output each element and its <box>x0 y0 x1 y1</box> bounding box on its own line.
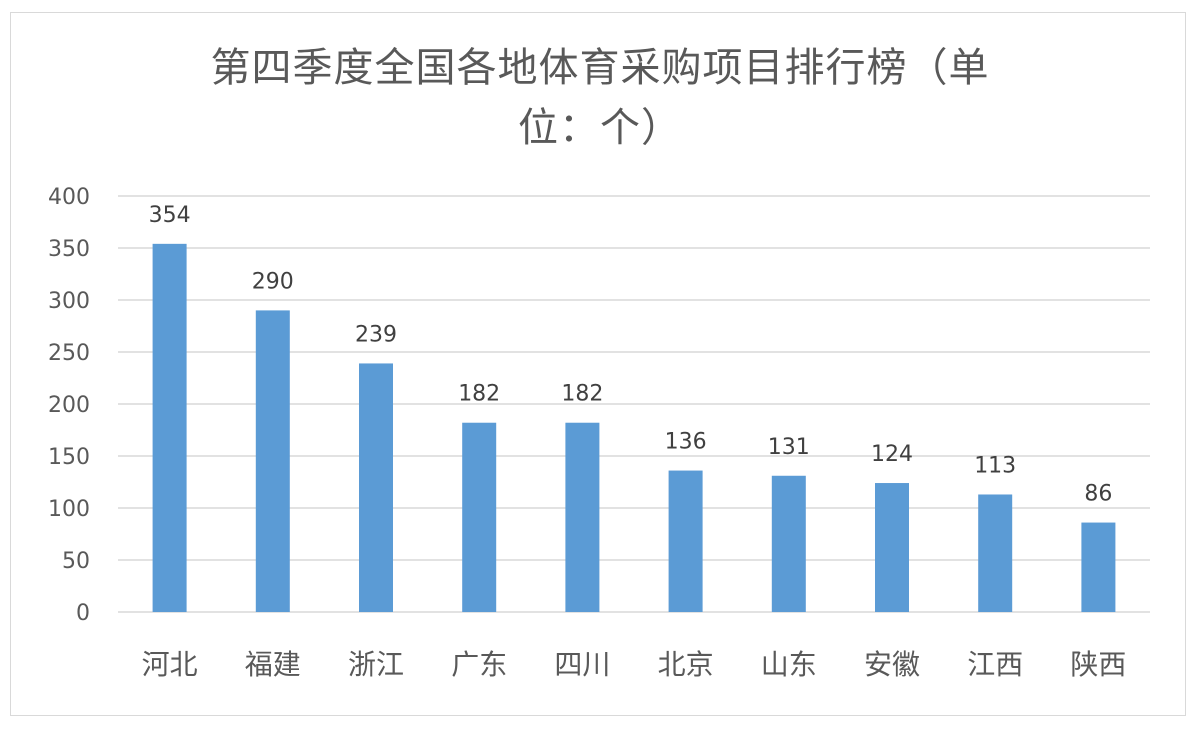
bar-7 <box>875 483 909 612</box>
y-tick-label: 250 <box>48 341 90 366</box>
bar-9 <box>1081 522 1116 612</box>
category-label-9: 陕西 <box>1070 648 1126 681</box>
chart-title-line-1: 第四季度全国各地体育采购项目排行榜（单 <box>210 45 990 91</box>
data-label-8: 113 <box>974 453 1016 478</box>
chart-title: 第四季度全国各地体育采购项目排行榜（单 位：个） <box>150 38 1050 158</box>
y-tick-label: 0 <box>76 601 90 626</box>
y-tick-label: 400 <box>48 185 90 210</box>
category-label-7: 安徽 <box>864 648 920 681</box>
category-label-0: 河北 <box>142 648 198 681</box>
category-label-1: 福建 <box>245 648 301 681</box>
data-label-4: 182 <box>561 382 603 407</box>
y-tick-label: 100 <box>48 497 90 522</box>
bar-6 <box>771 475 806 612</box>
y-axis-ticks: 0 50 100 150 200 250 300 350 400 <box>48 185 90 626</box>
y-tick-label: 350 <box>48 237 90 262</box>
bars <box>152 243 1116 612</box>
y-tick-label: 300 <box>48 289 90 314</box>
bar-1 <box>255 310 290 612</box>
y-tick-label: 50 <box>62 549 90 574</box>
bar-3 <box>462 422 497 612</box>
category-labels: 河北 福建 浙江 广东 四川 北京 山东 安徽 江西 陕西 <box>142 648 1127 681</box>
y-tick-label: 200 <box>48 393 90 418</box>
data-label-1: 290 <box>252 269 294 294</box>
bar-0 <box>152 243 187 612</box>
data-label-6: 131 <box>768 435 810 460</box>
category-label-6: 山东 <box>761 648 817 681</box>
category-label-5: 北京 <box>658 648 714 681</box>
chart-title-line-2: 位：个） <box>518 105 682 151</box>
category-label-8: 江西 <box>967 648 1023 681</box>
bar-5 <box>668 470 703 612</box>
bar-4 <box>565 422 600 612</box>
category-label-2: 浙江 <box>348 648 404 681</box>
bar-2 <box>359 363 393 612</box>
gridlines <box>118 195 1150 613</box>
category-label-3: 广东 <box>451 648 507 681</box>
data-labels: 354 290 239 182 182 136 131 124 113 86 <box>149 203 1113 507</box>
data-label-3: 182 <box>458 382 500 407</box>
data-label-9: 86 <box>1084 482 1112 507</box>
data-label-0: 354 <box>149 203 191 228</box>
y-tick-label: 150 <box>48 445 90 470</box>
category-label-4: 四川 <box>554 648 610 681</box>
bar-8 <box>978 494 1013 612</box>
data-label-7: 124 <box>871 442 913 467</box>
data-label-2: 239 <box>355 322 397 347</box>
data-label-5: 136 <box>665 430 707 455</box>
